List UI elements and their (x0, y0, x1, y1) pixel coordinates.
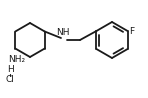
Text: Cl: Cl (6, 74, 15, 83)
Text: H: H (7, 65, 13, 74)
Text: NH₂: NH₂ (8, 54, 25, 64)
Text: NH: NH (56, 28, 70, 37)
Text: F: F (130, 26, 135, 35)
